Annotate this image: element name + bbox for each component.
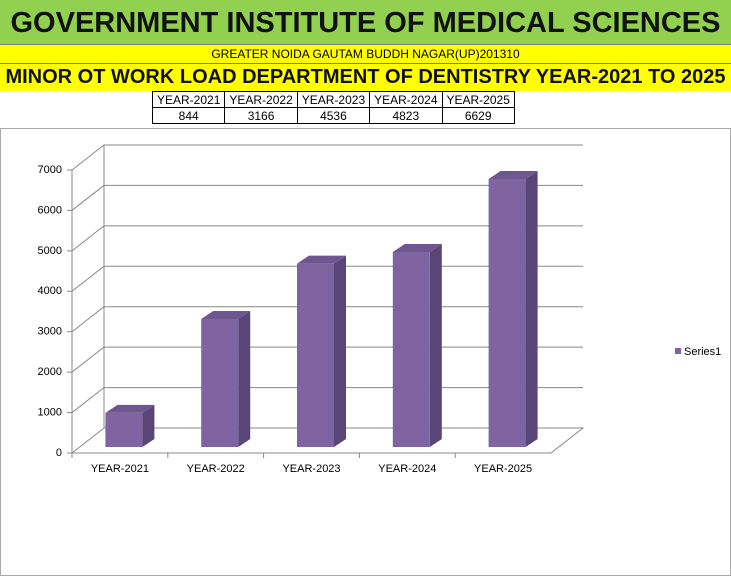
x-tick-label: YEAR-2023	[282, 463, 340, 475]
grid-line	[71, 144, 583, 171]
x-tick-label: YEAR-2025	[474, 463, 532, 475]
bar-face	[142, 404, 155, 447]
x-tick-label: YEAR-2021	[91, 463, 149, 475]
grid-line	[71, 427, 585, 454]
cell: YEAR-2025	[441, 91, 515, 108]
data-table: YEAR-2021 YEAR-2022 YEAR-2023 YEAR-2024 YEAR…	[151, 91, 515, 124]
bar-face	[238, 311, 251, 447]
y-tick-label: 4000	[38, 285, 62, 297]
cell: 4536	[296, 107, 371, 124]
bar	[105, 404, 155, 447]
cell: 3166	[224, 107, 298, 124]
bar	[297, 255, 346, 447]
cell: YEAR-2023	[296, 91, 371, 108]
header-row: YEAR-2021 YEAR-2022 YEAR-2023 YEAR-2024 YEAR…	[151, 91, 515, 108]
data-row: 844 3166 4536 4823 6629	[151, 107, 515, 124]
bar-face	[297, 263, 334, 447]
cell: 4823	[369, 107, 443, 124]
chart-area	[0, 128, 731, 576]
bar-face	[392, 244, 442, 253]
chart: 0 1000 2000 3000 4000 5000 6000 7000 YEAR-2021 YE…	[0, 128, 731, 576]
bar-face	[488, 170, 538, 179]
y-tick-label: 7000	[38, 164, 62, 176]
y-tick-label: 6000	[38, 204, 62, 216]
bar-face	[201, 319, 239, 447]
address: GREATER NOIDA GAUTAM BUDDH NAGAR(UP)2013…	[0, 45, 731, 64]
bar	[201, 311, 251, 447]
grid-line	[71, 184, 583, 211]
title: GOVERNMENT INSTITUTE OF MEDICAL SCIENCES	[0, 0, 731, 45]
y-tick-label: 0	[56, 447, 62, 459]
y-tick-label: 1000	[38, 406, 62, 418]
legend-swatch	[675, 348, 681, 354]
y-tick-label: 5000	[38, 245, 62, 257]
legend-label: Series1	[684, 346, 721, 358]
y-tick-label: 3000	[38, 326, 62, 338]
bar	[488, 170, 538, 447]
x-tick-label: YEAR-2022	[187, 463, 245, 475]
bar-face	[105, 404, 155, 413]
grid-line	[71, 225, 583, 252]
bar-face	[201, 311, 251, 320]
cell: YEAR-2022	[224, 91, 298, 108]
x-tick-label: YEAR-2024	[378, 463, 436, 475]
bar-face	[488, 178, 526, 447]
cell: YEAR-2021	[151, 91, 226, 108]
cell: YEAR-2024	[369, 91, 443, 108]
bar-face	[392, 252, 430, 447]
bar-face	[297, 255, 346, 264]
subtitle: MINOR OT WORK LOAD DEPARTMENT OF DENTIST…	[0, 64, 731, 91]
y-tick-label: 2000	[38, 366, 62, 378]
bar	[392, 244, 442, 447]
bar-face	[525, 170, 538, 447]
bar-face	[105, 412, 143, 447]
cell: 6629	[441, 107, 515, 124]
cell: 844	[151, 107, 226, 124]
bar-face	[429, 244, 442, 447]
bar-face	[334, 255, 346, 447]
